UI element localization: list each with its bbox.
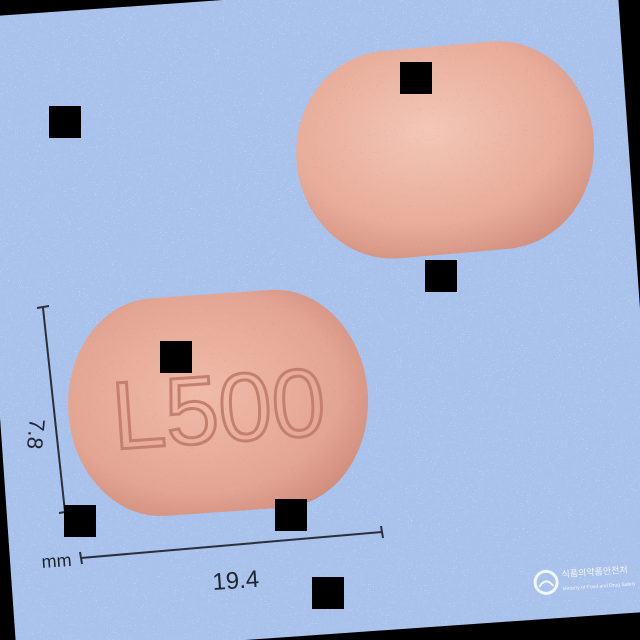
- agency-logo-icon: [533, 569, 559, 595]
- width-label: 19.4: [212, 566, 260, 596]
- occlusion-square: [425, 260, 457, 292]
- pill-imprint: L500: [108, 349, 329, 471]
- pill-front: L500: [68, 289, 369, 517]
- height-label: 7.8: [22, 417, 50, 450]
- watermark-line2: Ministry of Food and Drug Safety: [562, 581, 636, 592]
- measurement-rulers: [36, 305, 384, 565]
- unit-label: mm: [41, 550, 72, 572]
- height-ruler: [42, 307, 66, 513]
- occlusion-square: [49, 106, 81, 138]
- occlusion-squares: [49, 62, 457, 609]
- occlusion-square: [160, 341, 192, 373]
- occlusion-square: [312, 577, 344, 609]
- width-ruler: [80, 531, 383, 559]
- occlusion-square: [64, 505, 96, 537]
- occlusion-square: [400, 62, 432, 94]
- pill-back: [296, 41, 595, 259]
- occlusion-square: [275, 499, 307, 531]
